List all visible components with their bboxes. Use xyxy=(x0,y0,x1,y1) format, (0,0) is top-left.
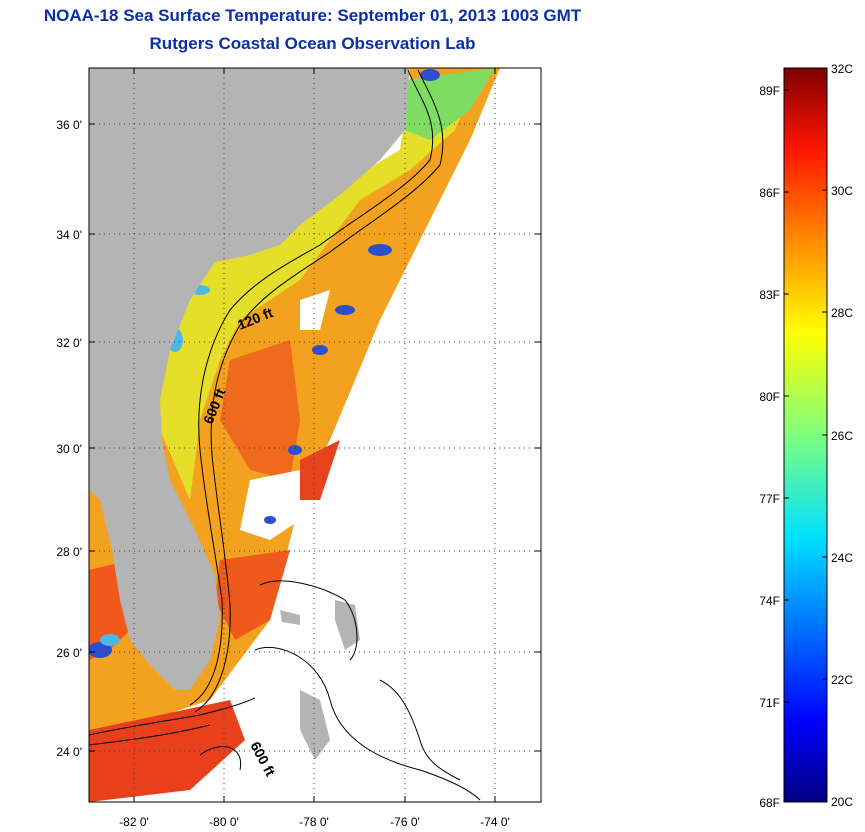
lon-label-78: -78 0' xyxy=(299,815,329,829)
lon-label-80: -80 0' xyxy=(209,815,239,829)
lat-label-36: 36 0' xyxy=(56,118,82,132)
colorbar-f-label: 86F xyxy=(759,186,780,200)
colorbar-c-label: 32C xyxy=(831,62,853,76)
colorbar-f-label: 89F xyxy=(759,84,780,98)
bathymetry-contours xyxy=(89,69,481,801)
colorbar-c-label: 24C xyxy=(831,551,853,565)
sst-warm-core xyxy=(220,340,300,480)
lon-label-82: -82 0' xyxy=(119,815,149,829)
cloud-gap xyxy=(240,470,300,540)
colorbar-f-label: 71F xyxy=(759,696,780,710)
colorbar-c-label: 20C xyxy=(831,795,853,809)
axis-ticks xyxy=(89,68,541,802)
land-mainland xyxy=(89,68,410,690)
lat-label-32: 32 0' xyxy=(56,336,82,350)
map-title: NOAA-18 Sea Surface Temperature: Septemb… xyxy=(43,6,582,25)
lon-label-76: -76 0' xyxy=(390,815,420,829)
lon-label-74: -74 0' xyxy=(480,815,510,829)
sst-northern-green xyxy=(405,68,495,140)
colorbar-c-label: 22C xyxy=(831,673,853,687)
colorbar-c-label: 26C xyxy=(831,429,853,443)
colorbar-ticks xyxy=(784,67,827,703)
map-subtitle: Rutgers Coastal Ocean Observation Lab xyxy=(149,34,476,53)
colorbar xyxy=(783,67,828,803)
cloud-gap xyxy=(300,290,330,330)
colorbar-c-label: 28C xyxy=(831,306,853,320)
cold-pixel-patches xyxy=(89,69,440,658)
lat-label-24: 24 0' xyxy=(56,745,82,759)
sst-warm-southeast xyxy=(215,550,290,640)
colorbar-f-label: 80F xyxy=(759,390,780,404)
map-frame xyxy=(88,67,542,803)
colorbar-f-label: 77F xyxy=(759,492,780,506)
sst-warm-gulfstream xyxy=(300,440,340,500)
colorbar-f-label: 68F xyxy=(759,796,780,810)
colorbar-c-label: 30C xyxy=(831,184,853,198)
graticule xyxy=(89,68,541,802)
land-bahamas xyxy=(280,600,360,760)
lat-label-26: 26 0' xyxy=(56,646,82,660)
lat-label-34: 34 0' xyxy=(56,228,82,242)
colorbar-f-label: 74F xyxy=(759,594,780,608)
lat-label-28: 28 0' xyxy=(56,545,82,559)
lat-label-30: 30 0' xyxy=(56,442,82,456)
colorbar-f-label: 83F xyxy=(759,288,780,302)
